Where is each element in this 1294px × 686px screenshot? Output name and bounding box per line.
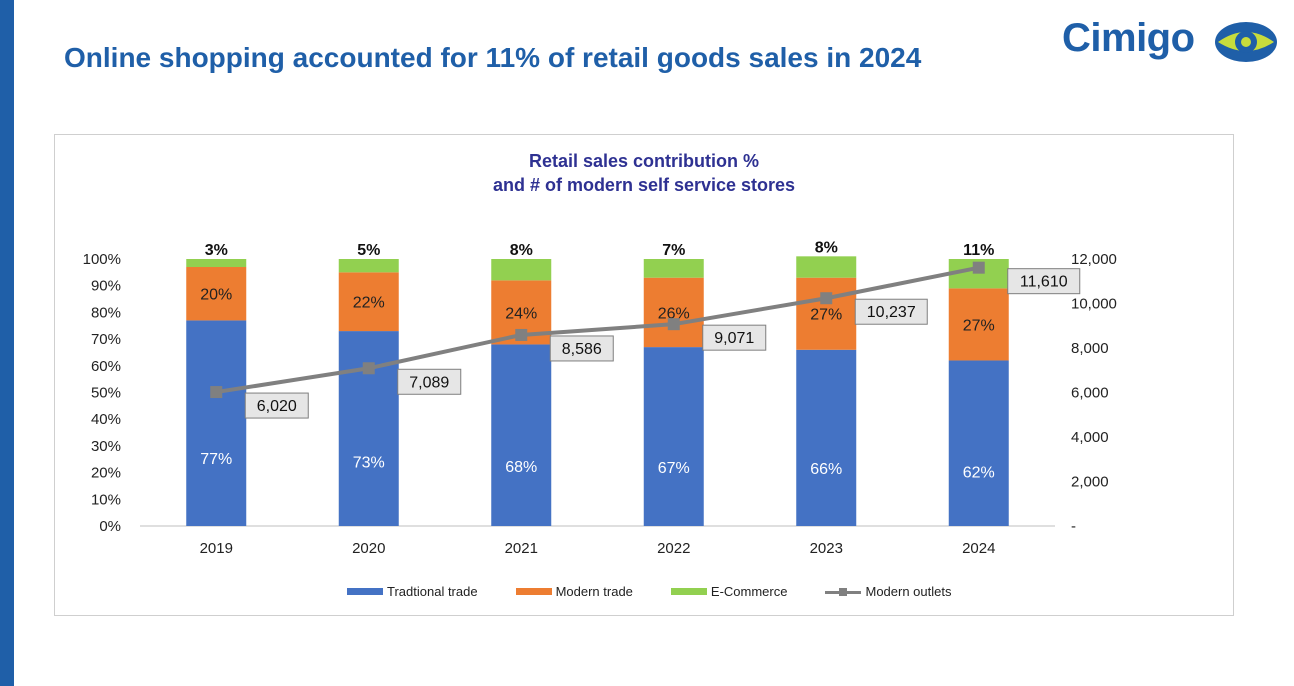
data-label-modern-outlets: 8,586 [562, 341, 602, 358]
data-label-traditional-trade: 68% [505, 459, 537, 476]
legend-item-ecommerce: E-Commerce [670, 584, 788, 599]
legend-swatch-outlets [825, 587, 862, 597]
bar-traditional-trade [948, 360, 1009, 526]
marker-modern-outlets [515, 328, 528, 341]
left-axis-tick-label: 30% [91, 438, 121, 455]
chart-title: Retail sales contribution % [529, 151, 759, 171]
right-axis-tick-label: 6,000 [1071, 385, 1109, 402]
logo-wordmark: Cimigo [1062, 16, 1195, 60]
data-label-traditional-trade: 73% [353, 455, 385, 472]
x-axis-tick-label: 2024 [962, 540, 995, 557]
data-label-modern-trade: 26% [658, 305, 690, 322]
bar-traditional-trade [796, 349, 857, 526]
bar-ecommerce [186, 259, 247, 268]
x-axis-tick-label: 2022 [657, 540, 690, 557]
right-axis-tick-label: - [1071, 518, 1076, 535]
left-axis-tick-label: 50% [91, 385, 121, 402]
data-label-ecommerce: 8% [815, 239, 838, 256]
legend-swatch-ecommerce [670, 588, 707, 595]
left-axis-tick-label: 100% [83, 251, 121, 268]
line-modern-outlets [215, 265, 980, 395]
bar-ecommerce [338, 259, 399, 273]
right-axis-tick-label: 8,000 [1071, 340, 1109, 357]
data-label-modern-trade: 20% [200, 287, 232, 304]
x-axis-tick-label: 2021 [505, 540, 538, 557]
data-label-modern-trade: 27% [810, 307, 842, 324]
marker-modern-outlets [667, 318, 680, 331]
x-axis-tick-label: 2020 [352, 540, 385, 557]
data-label-traditional-trade: 62% [963, 464, 995, 481]
bar-ecommerce [796, 256, 857, 278]
bar-modern-trade [948, 288, 1009, 361]
eye-icon [1215, 22, 1277, 62]
data-label-box-modern-outlets [702, 324, 767, 351]
data-label-modern-trade: 22% [353, 295, 385, 312]
cimigo-logo: Cimigo [1062, 12, 1280, 70]
right-axis-tick-label: 4,000 [1071, 429, 1109, 446]
left-axis-tick-label: 40% [91, 411, 121, 428]
legend-label-traditional: Tradtional trade [387, 584, 478, 599]
bar-modern-trade [796, 277, 857, 350]
marker-modern-outlets [210, 386, 223, 399]
data-label-modern-outlets: 6,020 [257, 398, 297, 415]
chart-legend: Tradtional trade Modern trade E-Commerce… [347, 584, 989, 599]
bar-ecommerce [643, 259, 704, 278]
legend-swatch-modern [515, 588, 552, 595]
data-label-box-modern-outlets [854, 298, 928, 325]
left-axis-tick-label: 70% [91, 331, 121, 348]
x-axis-tick-label: 2023 [810, 540, 843, 557]
left-axis-tick-label: 0% [99, 518, 121, 535]
data-label-ecommerce: 5% [357, 242, 380, 259]
legend-label-outlets: Modern outlets [865, 584, 952, 599]
bar-traditional-trade [643, 347, 704, 526]
legend-item-modern: Modern trade [515, 584, 633, 599]
data-label-ecommerce: 3% [205, 242, 228, 259]
left-axis-tick-label: 10% [91, 491, 121, 508]
data-label-box-modern-outlets [549, 335, 614, 362]
bar-traditional-trade [186, 320, 247, 526]
data-label-modern-trade: 27% [963, 317, 995, 334]
data-label-modern-outlets: 9,071 [714, 330, 754, 347]
data-label-traditional-trade: 77% [200, 451, 232, 468]
bar-modern-trade [338, 272, 399, 332]
bar-modern-trade [186, 267, 247, 321]
data-label-box-modern-outlets [244, 392, 309, 419]
legend-swatch-traditional [347, 588, 383, 595]
data-label-traditional-trade: 67% [658, 460, 690, 477]
right-axis-tick-label: 10,000 [1071, 296, 1117, 313]
data-label-modern-outlets: 10,237 [867, 304, 916, 321]
legend-item-traditional: Tradtional trade [347, 584, 478, 599]
marker-modern-outlets [972, 261, 985, 274]
slide-accent-bar [0, 0, 14, 686]
bar-ecommerce [491, 259, 552, 281]
data-label-box-modern-outlets [1007, 268, 1081, 295]
left-axis-tick-label: 90% [91, 278, 121, 295]
data-label-ecommerce: 11% [963, 242, 994, 259]
data-label-modern-trade: 24% [505, 305, 537, 322]
right-axis-tick-label: 12,000 [1071, 251, 1117, 268]
x-axis-tick-label: 2019 [200, 540, 233, 557]
marker-modern-outlets [362, 362, 375, 375]
slide-title: Online shopping accounted for 11% of ret… [64, 42, 922, 73]
data-label-ecommerce: 7% [662, 242, 685, 259]
legend-item-outlets: Modern outlets [825, 584, 951, 599]
left-axis-tick-label: 20% [91, 465, 121, 482]
data-label-ecommerce: 8% [510, 242, 533, 259]
bar-modern-trade [643, 277, 704, 348]
data-label-box-modern-outlets [397, 368, 462, 395]
legend-label-ecommerce: E-Commerce [710, 584, 788, 599]
left-axis-tick-label: 80% [91, 304, 121, 321]
marker-modern-outlets [820, 292, 833, 305]
legend-label-modern: Modern trade [555, 584, 633, 599]
chart-frame: Retail sales contribution % and # of mode… [54, 134, 1234, 616]
retail-sales-chart: Retail sales contribution % and # of mode… [83, 151, 1117, 557]
left-axis-tick-label: 60% [91, 358, 121, 375]
bar-traditional-trade [338, 331, 399, 526]
data-label-modern-outlets: 11,610 [1020, 274, 1068, 291]
chart-subtitle: and # of modern self service stores [493, 175, 795, 195]
bar-traditional-trade [491, 344, 552, 526]
data-label-traditional-trade: 66% [810, 461, 842, 478]
data-label-modern-outlets: 7,089 [409, 374, 449, 391]
right-axis-tick-label: 2,000 [1071, 474, 1109, 491]
